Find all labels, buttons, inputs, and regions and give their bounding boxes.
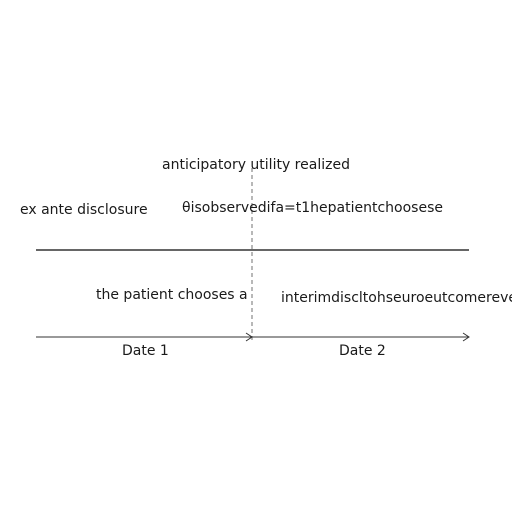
label-date-1: Date 1 [122,343,169,359]
label-date-2: Date 2 [339,343,386,359]
label-ex-ante-disclosure: ex ante disclosure [20,202,148,218]
arrow-mid-icon [245,332,253,342]
label-interim-disclosure: interimdiscltohseuroeutcomereveals [281,290,512,306]
label-anticipatory-utility: anticipatory utility realized [162,157,350,173]
label-patient-chooses: the patient chooses a [96,287,248,303]
label-theta-observed: θisobservedifa=t1hepatientchoosese [182,200,443,216]
arrow-end-icon [462,332,470,342]
